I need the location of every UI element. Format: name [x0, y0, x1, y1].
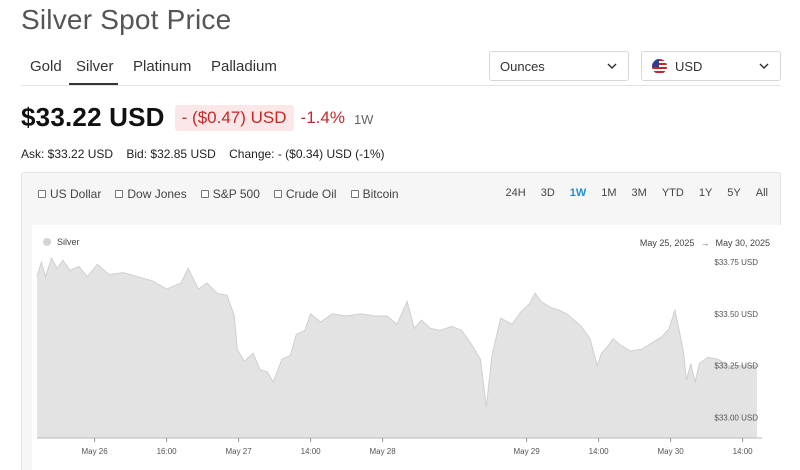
silver-price-line	[36, 256, 757, 408]
compare-label: Crude Oil	[285, 187, 337, 201]
compare-sp-500[interactable]: S&P 500	[200, 187, 260, 201]
arrow-right-icon: →	[700, 238, 710, 248]
compare-label: Bitcoin	[362, 187, 399, 201]
legend-dot	[43, 238, 51, 246]
unit-select[interactable]: Ounces	[489, 51, 629, 81]
x-tick-label: May 28	[369, 447, 396, 456]
spot-price: $33.22 USD	[21, 102, 165, 132]
range-all[interactable]: All	[755, 187, 768, 199]
compare-options: US Dollar Dow Jones S&P 500 Crude Oil Bi…	[38, 187, 413, 201]
date-range-from: May 25, 2025	[639, 238, 695, 248]
range-1m[interactable]: 1M	[601, 187, 617, 199]
compare-label: Dow Jones	[127, 187, 187, 201]
x-tick-label: May 30	[657, 447, 684, 456]
checkbox[interactable]	[273, 190, 282, 198]
chart-legend[interactable]: Silver	[43, 237, 80, 247]
checkbox[interactable]	[115, 190, 124, 198]
price-chart[interactable]: May 26 16:00 May 27 14:00 May 28 May 29 14:00 M…	[32, 225, 782, 470]
x-tick-label: 14:00	[301, 447, 322, 456]
ask-price: Ask: $33.22 USD	[21, 147, 114, 161]
x-tick-label: May 26	[81, 447, 108, 456]
chevron-down-icon	[607, 63, 617, 70]
price-chart-svg[interactable]: May 26 16:00 May 27 14:00 May 28 May 29 14:00 M…	[32, 225, 782, 470]
y-tick-label: $33.75 USD	[714, 258, 758, 267]
quote-change: Change: - ($0.34) USD (-1%)	[229, 147, 385, 161]
compare-dow-jones[interactable]: Dow Jones	[115, 187, 187, 201]
unit-select-value: Ounces	[500, 58, 545, 74]
page-title: Silver Spot Price	[21, 4, 232, 35]
change-period: 1W	[353, 112, 374, 127]
y-tick-label: $33.50 USD	[714, 310, 758, 319]
checkbox[interactable]	[38, 190, 46, 198]
range-1y[interactable]: 1Y	[698, 187, 713, 199]
compare-bitcoin[interactable]: Bitcoin	[350, 187, 399, 201]
range-5y[interactable]: 5Y	[727, 187, 741, 199]
date-range-to: May 30, 2025	[715, 238, 770, 248]
y-tick-label: $33.00 USD	[714, 413, 758, 422]
x-tick-label: May 27	[225, 447, 252, 456]
currency-select[interactable]: USD	[641, 51, 781, 81]
chevron-down-icon	[759, 63, 769, 70]
compare-us-dollar[interactable]: US Dollar	[38, 187, 101, 201]
x-tick-label: 14:00	[589, 447, 610, 456]
tab-palladium[interactable]: Palladium	[211, 58, 277, 75]
x-tick-label: May 29	[513, 447, 540, 456]
range-3d[interactable]: 3D	[540, 187, 555, 199]
tab-gold[interactable]: Gold	[30, 58, 62, 75]
silver-price-area	[37, 258, 757, 438]
legend-label: Silver	[57, 237, 80, 247]
compare-label: S&P 500	[212, 187, 260, 201]
change-percent: -1.4%	[300, 107, 345, 127]
y-tick-label: $33.25 USD	[714, 362, 758, 371]
x-tick-label: 16:00	[157, 447, 178, 456]
currency-select-value: USD	[675, 58, 703, 74]
price-row: $33.22 USD - ($0.47) USD -1.4% 1W	[21, 102, 373, 133]
us-flag-icon	[652, 58, 667, 74]
x-tick-label: 14:00	[733, 447, 754, 456]
metal-tabs: Gold Silver Platinum Palladium	[21, 52, 781, 86]
range-1w[interactable]: 1W	[569, 187, 587, 199]
tab-silver[interactable]: Silver	[69, 58, 118, 85]
range-3m[interactable]: 3M	[631, 187, 647, 199]
bid-price: Bid: $32.85 USD	[126, 147, 216, 161]
compare-label: US Dollar	[50, 187, 102, 201]
range-selector: 24H 3D 1W 1M 3M YTD 1Y 5Y All	[491, 187, 768, 199]
compare-crude-oil[interactable]: Crude Oil	[273, 187, 337, 201]
change-amount-badge: - ($0.47) USD	[174, 104, 294, 131]
checkbox[interactable]	[350, 190, 359, 198]
tab-platinum[interactable]: Platinum	[133, 58, 192, 75]
range-24h[interactable]: 24H	[505, 187, 526, 199]
checkbox[interactable]	[200, 190, 209, 198]
quote-line: Ask: $33.22 USD Bid: $32.85 USD Change: …	[21, 147, 395, 161]
date-range: May 25, 2025 → May 30, 2025	[640, 238, 770, 248]
chart-card: US Dollar Dow Jones S&P 500 Crude Oil Bi…	[21, 172, 782, 470]
range-ytd[interactable]: YTD	[661, 187, 684, 199]
